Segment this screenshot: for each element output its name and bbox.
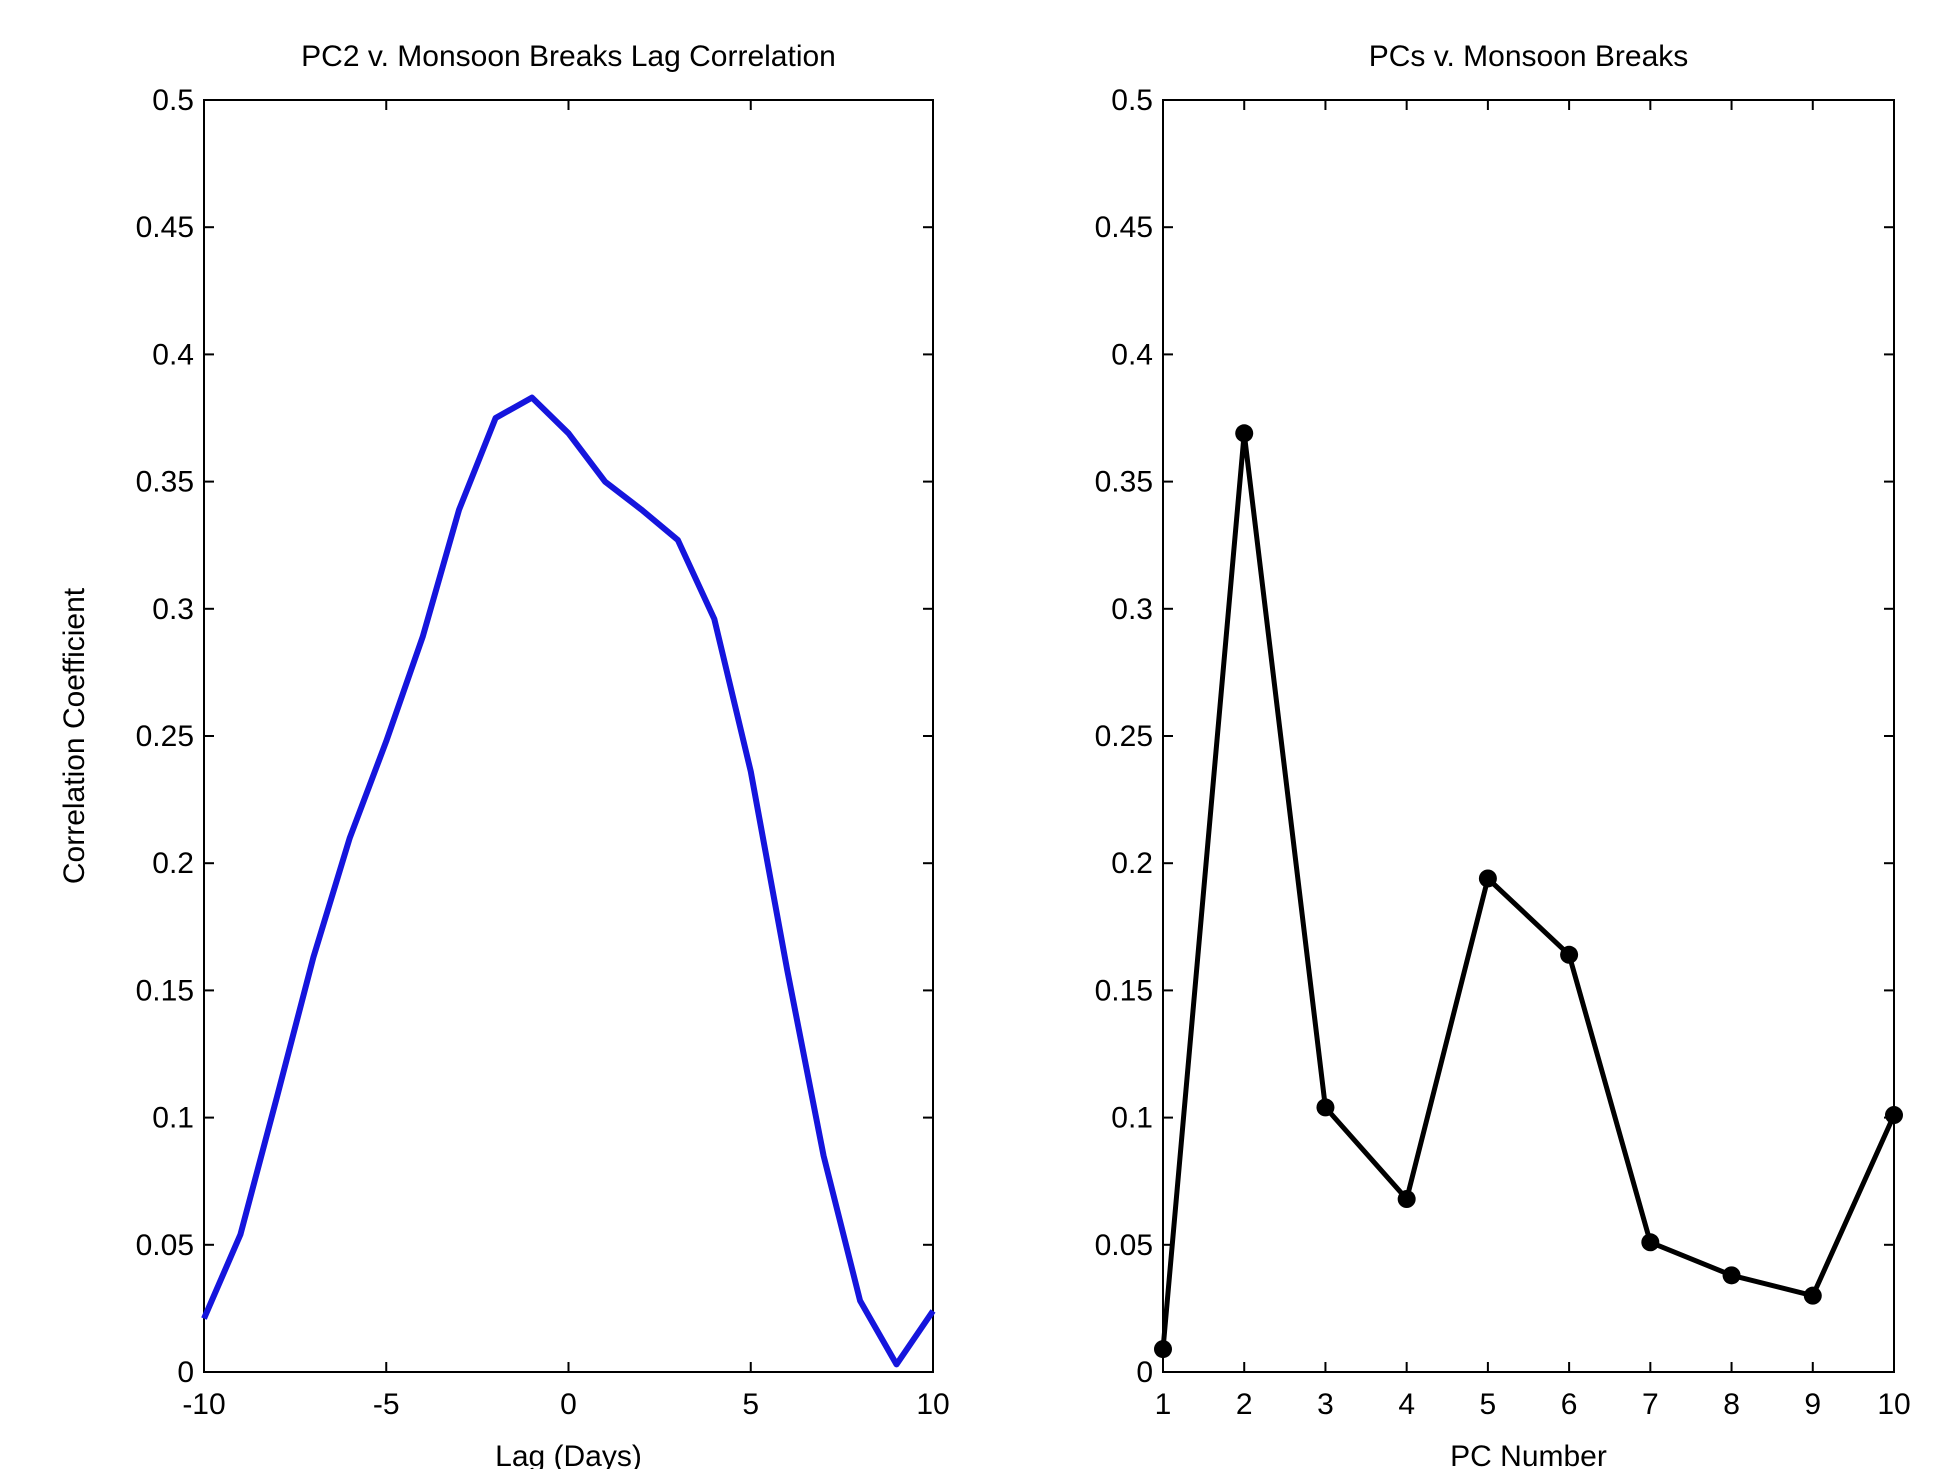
y-tick-label: 0.4: [1111, 338, 1153, 371]
x-tick-label: 5: [1480, 1388, 1497, 1421]
y-tick-label: 0.35: [1095, 466, 1153, 499]
data-point: [1803, 1286, 1822, 1305]
data-point: [1722, 1266, 1741, 1285]
series-line: [201, 394, 936, 1368]
data-point: [1885, 1106, 1903, 1125]
x-tick-label: 10: [1877, 1388, 1910, 1421]
y-tick-label: 0.35: [136, 466, 194, 499]
x-tick-label: 4: [1398, 1388, 1415, 1421]
x-tick-label: 1: [1155, 1388, 1172, 1421]
y-tick-label: 0.25: [136, 720, 194, 753]
pc-correlation-chart: PCs v. Monsoon Breaks PC Number 0 0.05 0.1…: [1095, 40, 1911, 1469]
data-point: [1235, 424, 1254, 443]
plot-area-frame: [1162, 99, 1895, 1373]
y-tick-label: 0.45: [1095, 211, 1153, 244]
chart-title: PC2 v. Monsoon Breaks Lag Correlation: [301, 40, 836, 73]
x-tick-label: 0: [560, 1388, 577, 1421]
data-point: [1316, 1098, 1335, 1117]
y-tick-label: 0.1: [1111, 1102, 1153, 1135]
x-axis-label: PC Number: [1450, 1440, 1607, 1469]
y-tick-label: 0.25: [1095, 720, 1153, 753]
y-tick-label: 0.05: [1095, 1229, 1153, 1262]
y-tick-label: 0.05: [136, 1229, 194, 1262]
x-tick-label: 3: [1317, 1388, 1334, 1421]
y-tick-label: 0.5: [152, 84, 194, 117]
x-tick-label: 9: [1804, 1388, 1821, 1421]
x-tick-label: -10: [182, 1388, 225, 1421]
x-tick-label: 5: [742, 1388, 759, 1421]
y-tick-label: 0.15: [1095, 974, 1153, 1007]
x-tick-label: 2: [1236, 1388, 1253, 1421]
chart-title: PCs v. Monsoon Breaks: [1369, 40, 1689, 73]
x-tick-label: 8: [1723, 1388, 1740, 1421]
y-tick-label: 0.3: [152, 593, 194, 626]
x-axis-label: Lag (Days): [495, 1440, 642, 1469]
y-tick-label: 0.4: [152, 338, 194, 371]
series-line: [1160, 430, 1897, 1350]
y-tick-label: 0.1: [152, 1102, 194, 1135]
y-tick-label: 0.2: [152, 847, 194, 880]
x-tick-label: 7: [1642, 1388, 1659, 1421]
data-point: [1641, 1233, 1660, 1252]
y-tick-label: 0.2: [1111, 847, 1153, 880]
y-tick-label: 0.5: [1111, 84, 1153, 117]
y-tick-label: 0.45: [136, 211, 194, 244]
lag-correlation-chart: PC2 v. Monsoon Breaks Lag Correlation La…: [58, 40, 950, 1469]
y-tick-label: 0: [177, 1356, 194, 1389]
x-tick-label: 6: [1561, 1388, 1578, 1421]
data-point: [1560, 945, 1579, 964]
y-axis-label: Correlation Coefficient: [58, 587, 91, 884]
x-tick-label: -5: [373, 1388, 400, 1421]
data-point: [1478, 869, 1497, 888]
x-tick-label: 10: [916, 1388, 949, 1421]
plot-area-frame: [203, 99, 934, 1373]
data-point: [1397, 1190, 1416, 1209]
y-tick-label: 0.3: [1111, 593, 1153, 626]
data-point: [1154, 1340, 1172, 1359]
y-tick-label: 0.15: [136, 974, 194, 1007]
y-tick-label: 0: [1136, 1356, 1153, 1389]
